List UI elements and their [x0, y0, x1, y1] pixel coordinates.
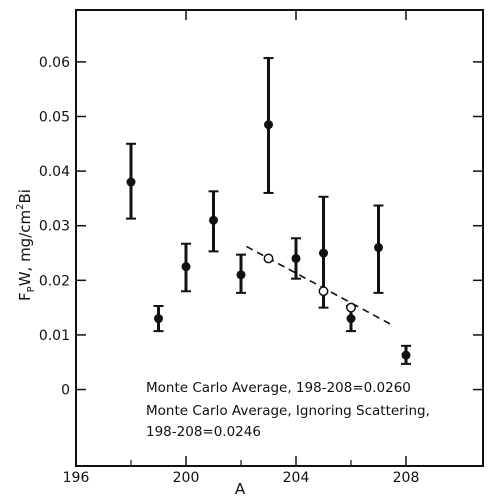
data-point-200: [181, 262, 191, 272]
y-axis-label-element: Bi: [16, 189, 34, 203]
y-axis-label: FPW, mg/cm2Bi: [15, 189, 37, 301]
error-bars: [126, 57, 411, 365]
y-tick-label-4: 0.04: [39, 164, 70, 180]
y-axis-label-units: W, mg/cm: [16, 210, 34, 286]
data-point-203: [264, 120, 273, 130]
data-point-206: [346, 314, 356, 324]
open-point-206: [346, 302, 356, 313]
y-tick-label-5: 0.05: [39, 109, 70, 125]
data-markers: [126, 120, 411, 360]
y-axis-label-superscript: 2: [15, 204, 26, 210]
data-point-207: [374, 243, 383, 253]
annotation-ignoring-scattering-value: 198-208=0.0246: [146, 424, 261, 440]
y-tick-label-2: 0.02: [39, 273, 70, 289]
open-point-203: [263, 253, 274, 264]
x-tick-label-208: 208: [393, 470, 420, 486]
plot-frame: [75, 9, 484, 467]
data-point-199: [154, 314, 163, 324]
annotation-ignoring-scattering: Monte Carlo Average, Ignoring Scattering…: [146, 403, 430, 419]
open-point-205: [318, 286, 329, 297]
data-point-202: [236, 270, 246, 280]
x-tick-label-200: 200: [173, 470, 200, 486]
ticks: 196 200 204 208 0 0.01 0.02 0.03 0.04 0.05 0.06: [39, 10, 483, 486]
data-point-204: [291, 253, 301, 263]
y-tick-label-1: 0.01: [39, 328, 70, 344]
x-axis-label: A: [235, 480, 246, 497]
data-point-198: [126, 177, 136, 187]
data-point-201: [209, 215, 218, 225]
x-tick-label-204: 204: [283, 470, 310, 486]
y-tick-label-6: 0.06: [39, 55, 70, 71]
x-tick-label-196: 196: [63, 470, 90, 486]
data-point-205: [319, 248, 328, 258]
y-axis-label-subscript: P: [26, 286, 37, 292]
axes: [75, 9, 484, 467]
y-tick-label-3: 0.03: [39, 219, 70, 235]
y-axis-label-symbol: F: [16, 292, 34, 301]
y-tick-label-0: 0: [61, 383, 70, 399]
annotation-average: Monte Carlo Average, 198-208=0.0260: [146, 380, 411, 396]
data-point-208: [401, 350, 411, 360]
